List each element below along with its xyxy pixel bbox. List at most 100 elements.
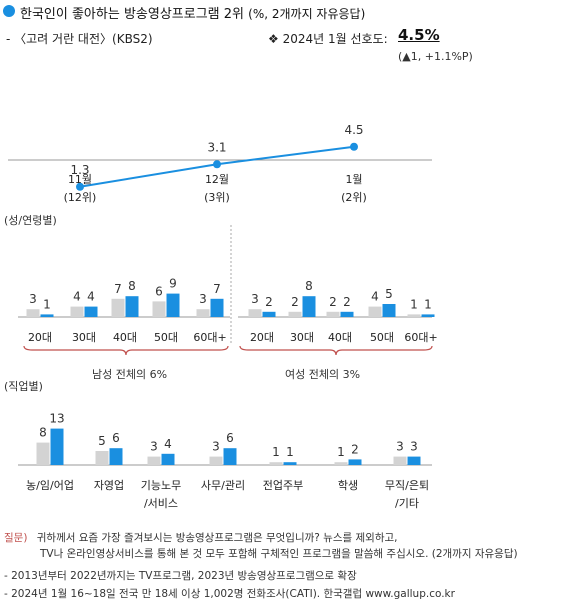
occupation-4-label-cur: 6 [226,431,234,445]
female-1-label-cur: 2 [265,295,273,309]
female-age-label-4: 50대 [370,331,394,344]
male-1-bar-cur [40,314,54,317]
occupation-label-3-2: /서비스 [144,497,178,510]
male-4-bar-prev [152,301,166,317]
occupation-3-label-prev: 3 [150,440,158,454]
occupation-4-label-prev: 3 [212,440,220,454]
question-text-cont: TV나 온라인영상서비스를 통해 본 것 모두 포함해 구체적인 프로그램을 말… [40,548,518,560]
title-suffix: (%, 2개까지 자유응답) [248,7,366,21]
trend-point-2 [213,160,221,169]
female-bracket [239,345,433,356]
female-age-label-5: 60대+ [404,331,437,344]
occupation-1-bar-cur [50,428,64,465]
male-age-label-2: 30대 [72,331,96,344]
female-age-label-2: 30대 [290,331,314,344]
female-2-label-cur: 8 [305,279,313,293]
trend-point-3 [350,142,358,151]
occupation-6-label-cur: 2 [351,442,359,456]
female-3-bar-cur [340,311,354,317]
title-main: 한국인이 좋아하는 방송영상프로그램 2위 [20,7,244,22]
occupation-5-label-prev: 1 [272,445,280,459]
occupation-label-7-2: /기타 [395,497,419,510]
male-3-label-cur: 8 [128,279,136,293]
trend-x-label-3: 1월 [345,173,362,186]
female-2-bar-cur [302,296,316,317]
occupation-4-bar-cur [223,448,237,465]
occupation-label-7-1: 무직/은퇴 [385,479,429,492]
female-age-label-1: 20대 [250,331,274,344]
male-bracket [23,345,229,356]
occupation-3-bar-cur [161,453,175,465]
occupation-label-2-1: 자영업 [94,479,124,492]
page-title: 한국인이 좋아하는 방송영상프로그램 2위 (%, 2개까지 자유응답) [20,3,365,22]
male-4-label-cur: 9 [169,277,177,291]
occupation-2-label-prev: 5 [98,434,106,448]
program-name: - 〈고려 거란 대전〉(KBS2) [6,32,153,46]
female-5-bar-cur [421,314,435,317]
trend-rank-label-3: (2위) [341,191,367,204]
female-5-bar-prev [407,314,421,317]
occupation-5-bar-prev [269,462,283,465]
trend-rank-label-2: (3위) [204,191,230,204]
occupation-label-5-1: 전업주부 [263,479,303,492]
title-bullet-icon [3,5,15,17]
male-5-label-cur: 7 [213,282,221,296]
male-5-label-prev: 3 [199,292,207,306]
occupation-2-bar-cur [109,448,123,465]
male-3-label-prev: 7 [114,282,122,296]
occupation-7-label-cur: 3 [410,440,418,454]
male-2-bar-cur [84,306,98,317]
trend-point-1 [76,182,84,191]
preference-value: 4.5% [398,26,440,44]
female-2-bar-prev [288,311,302,317]
occupation-6-bar-cur [348,459,362,465]
male-2-bar-prev [70,306,84,317]
occupation-label-3-1: 기능노무 [141,479,181,492]
female-4-label-prev: 4 [371,290,379,304]
occupation-6-bar-prev [334,462,348,465]
occupation-7-bar-cur [407,456,421,465]
female-2-label-prev: 2 [291,295,299,309]
female-3-label-prev: 2 [329,295,337,309]
occupation-1-label-prev: 8 [39,426,47,440]
male-age-label-5: 60대+ [193,331,226,344]
occupation-1-bar-prev [36,442,50,465]
male-1-label-cur: 1 [43,297,51,311]
note-scope: - 2013년부터 2022년까지는 TV프로그램, 2023년 방송영상프로그… [4,570,357,582]
occupation-label-6-1: 학생 [338,479,358,492]
occupation-2-label-cur: 6 [112,431,120,445]
female-1-label-prev: 3 [251,292,259,306]
occupation-3-bar-prev [147,456,161,465]
trend-x-label-1: 11월 [68,173,92,186]
trend-x-label-2: 12월 [205,173,229,186]
occupation-3-label-cur: 4 [164,437,172,451]
occupation-2-bar-prev [95,451,109,465]
female-1-bar-cur [262,311,276,317]
preference-change: (▲1, +1.1%P) [398,50,473,63]
female-5-label-cur: 1 [424,297,432,311]
occupation-7-bar-prev [393,456,407,465]
male-4-label-prev: 6 [155,284,163,298]
preference-label: ❖ 2024년 1월 선호도: [268,32,388,46]
female-4-label-cur: 5 [385,287,393,301]
male-2-label-cur: 4 [87,290,95,304]
male-5-bar-cur [210,298,224,317]
trend-value-label-1: 1.3 [70,163,89,177]
question-block: 질문) 귀하께서 요즘 가장 즐겨보시는 방송영상프로그램은 무엇입니까? 뉴스… [4,530,397,545]
female-5-label-prev: 1 [410,297,418,311]
male-1-label-prev: 3 [29,292,37,306]
female-4-bar-prev [368,306,382,317]
occupation-label-1-1: 농/임/어업 [26,479,74,492]
male-age-label-3: 40대 [113,331,137,344]
female-3-label-cur: 2 [343,295,351,309]
occupation-1-label-cur: 13 [49,412,64,426]
female-3-bar-prev [326,311,340,317]
male-2-label-prev: 4 [73,290,81,304]
occupation-7-label-prev: 3 [396,440,404,454]
male-1-bar-prev [26,309,40,317]
female-age-label-3: 40대 [328,331,352,344]
occupation-4-bar-prev [209,456,223,465]
female-1-bar-prev [248,309,262,317]
occupation-6-label-prev: 1 [337,445,345,459]
